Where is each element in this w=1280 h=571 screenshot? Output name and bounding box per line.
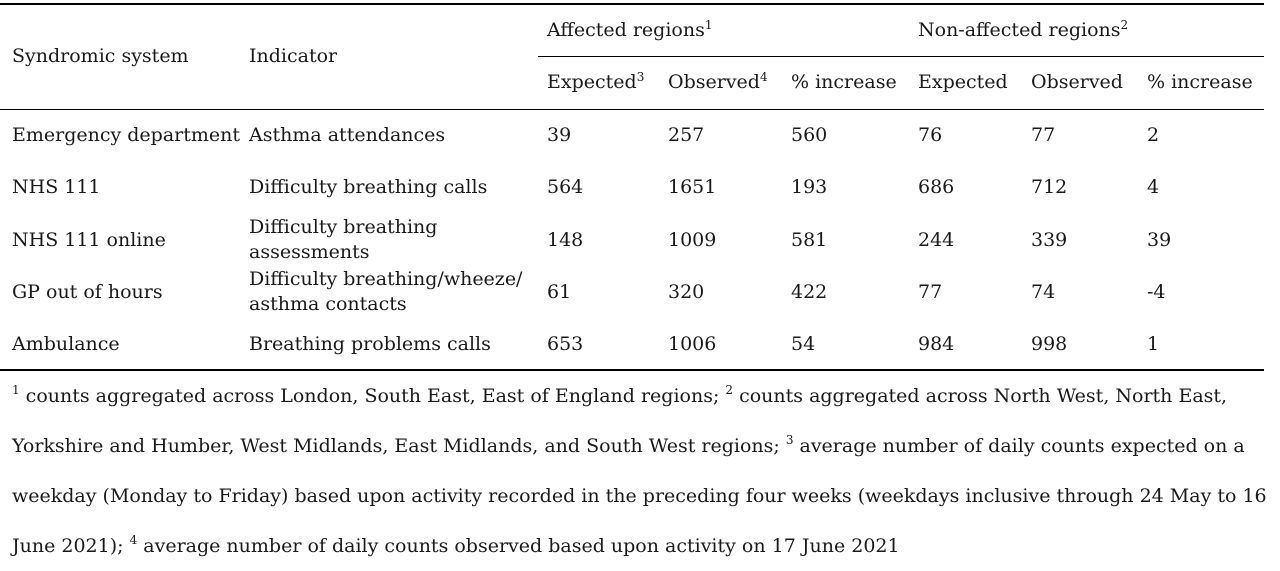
cell-nonaffected-expected: 984 xyxy=(918,333,955,355)
header-nonaffected-expected: Expected xyxy=(918,71,1008,93)
cell-affected-expected: 148 xyxy=(547,229,584,251)
cell-nonaffected-expected: 77 xyxy=(918,281,943,303)
footnote-marker: 2 xyxy=(725,383,734,397)
cell-affected-observed: 1651 xyxy=(668,176,717,198)
cell-system: NHS 111 online xyxy=(12,229,166,251)
cell-affected-observed: 1006 xyxy=(668,333,717,355)
header-syndromic-system: Syndromic system xyxy=(12,45,189,67)
cell-affected-increase: 422 xyxy=(791,281,828,303)
cell-system: NHS 111 xyxy=(12,176,101,198)
cell-affected-increase: 581 xyxy=(791,229,828,251)
cell-system: Ambulance xyxy=(12,333,120,355)
cell-nonaffected-observed: 339 xyxy=(1031,229,1068,251)
cell-affected-expected: 653 xyxy=(547,333,584,355)
cell-indicator-line2: assessments xyxy=(249,241,370,263)
header-nonaffected-observed: Observed xyxy=(1031,71,1123,93)
cell-affected-observed: 1009 xyxy=(668,229,717,251)
cell-indicator-line1: Difficulty breathing/wheeze/ xyxy=(249,268,523,290)
footnote-marker: 1 xyxy=(12,383,20,397)
header-indicator: Indicator xyxy=(249,45,338,67)
header-nonaffected-increase: % increase xyxy=(1147,71,1253,93)
footnote-text: counts aggregated across North West, Nor… xyxy=(12,385,1228,457)
cell-affected-increase: 54 xyxy=(791,333,816,355)
cell-indicator-line1: Difficulty breathing xyxy=(249,216,438,238)
table-bottom-rule xyxy=(0,369,1264,371)
footnote-marker: 4 xyxy=(129,533,138,547)
cell-nonaffected-increase: 4 xyxy=(1147,176,1160,198)
cell-system: GP out of hours xyxy=(12,281,163,303)
header-affected-increase: % increase xyxy=(791,71,897,93)
cell-nonaffected-increase: -4 xyxy=(1147,281,1166,303)
cell-nonaffected-observed: 77 xyxy=(1031,124,1056,146)
cell-nonaffected-observed: 74 xyxy=(1031,281,1056,303)
cell-affected-increase: 193 xyxy=(791,176,828,198)
header-nonaffected-regions: Non-affected regions2 xyxy=(918,18,1129,41)
cell-indicator: Breathing problems calls xyxy=(249,333,491,355)
cell-nonaffected-increase: 1 xyxy=(1147,333,1160,355)
cell-affected-observed: 320 xyxy=(668,281,705,303)
cell-nonaffected-expected: 244 xyxy=(918,229,955,251)
footnote-text: counts aggregated across London, South E… xyxy=(19,385,726,407)
footnote-text: average number of daily counts observed … xyxy=(137,535,900,557)
cell-nonaffected-increase: 39 xyxy=(1147,229,1172,251)
footnote-marker: 3 xyxy=(785,433,794,447)
cell-nonaffected-increase: 2 xyxy=(1147,124,1160,146)
cell-affected-expected: 61 xyxy=(547,281,572,303)
header-affected-observed: Observed4 xyxy=(668,70,768,93)
cell-indicator: Asthma attendances xyxy=(249,124,446,146)
cell-nonaffected-observed: 998 xyxy=(1031,333,1068,355)
group-header-rule xyxy=(538,56,1264,57)
header-affected-regions: Affected regions1 xyxy=(547,18,713,41)
header-bottom-rule xyxy=(0,109,1264,110)
cell-affected-increase: 560 xyxy=(791,124,828,146)
header-affected-expected: Expected3 xyxy=(547,70,645,93)
cell-nonaffected-expected: 686 xyxy=(918,176,955,198)
cell-affected-expected: 564 xyxy=(547,176,584,198)
cell-affected-observed: 257 xyxy=(668,124,705,146)
cell-nonaffected-expected: 76 xyxy=(918,124,943,146)
cell-indicator: Difficulty breathing calls xyxy=(249,176,488,198)
cell-affected-expected: 39 xyxy=(547,124,572,146)
table-top-rule xyxy=(0,3,1264,5)
cell-system: Emergency department xyxy=(12,124,241,146)
cell-nonaffected-observed: 712 xyxy=(1031,176,1068,198)
cell-indicator-line2: asthma contacts xyxy=(249,293,407,315)
table-footnotes: 1 counts aggregated across London, South… xyxy=(12,371,1274,571)
